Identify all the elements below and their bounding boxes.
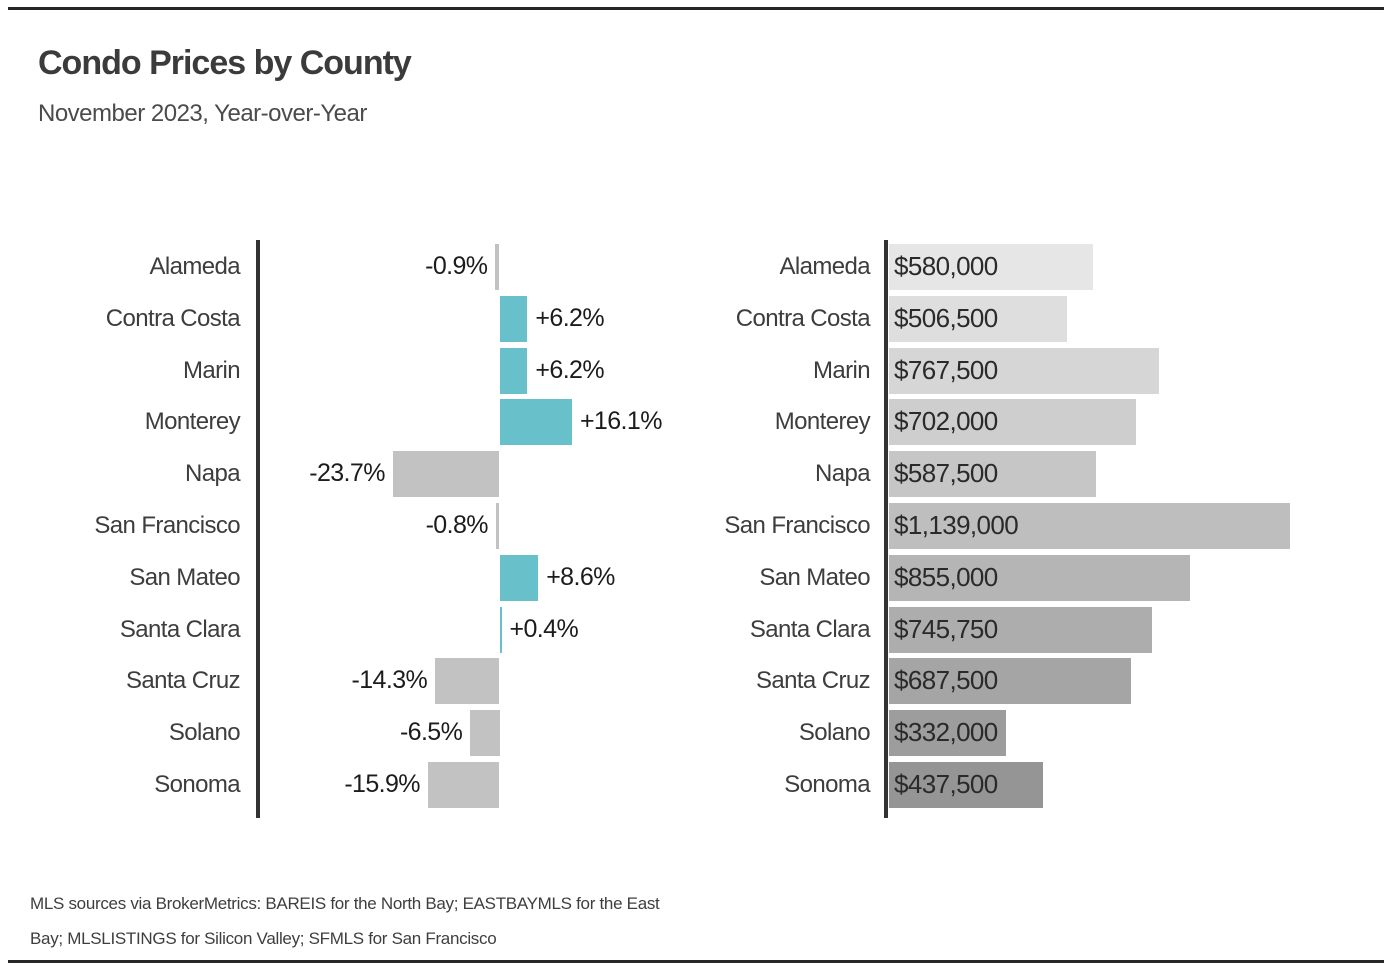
pct-bar-positive: [499, 347, 528, 394]
price-bar: [889, 244, 1094, 290]
pct-bar-negative: [427, 762, 500, 808]
price-bar: [889, 399, 1137, 446]
price-county-label: Solano: [798, 719, 871, 747]
price-value-label: $580,000: [894, 251, 998, 281]
pct-county-label: Solano: [168, 719, 241, 747]
price-county-label: Napa: [815, 460, 871, 488]
price-bar: [889, 710, 1006, 757]
pct-value-label: -0.8%: [425, 511, 489, 539]
pct-county-label: Santa Cruz: [125, 667, 241, 695]
pct-county-label: San Francisco: [94, 512, 240, 539]
pct-bar-positive: [499, 399, 572, 446]
price-county-label: Santa Cruz: [755, 667, 871, 695]
pct-value-label: +6.2%: [535, 303, 604, 332]
price-county-label: Contra Costa: [735, 304, 871, 332]
source-note-line1: MLS sources via BrokerMetrics: BAREIS fo…: [30, 894, 660, 913]
pct-county-label: San Mateo: [129, 563, 240, 591]
price-value-label: $1,139,000: [894, 510, 1019, 540]
pct-county-label: Monterey: [144, 408, 241, 436]
pct-value-label: -14.3%: [351, 666, 428, 695]
price-bar: [889, 295, 1068, 342]
pct-bar-positive: [499, 554, 539, 601]
pct-bar-negative: [435, 658, 500, 705]
price-bar: [889, 658, 1132, 705]
pct-bar-positive: [499, 295, 528, 342]
pct-value-label: +0.4%: [509, 614, 579, 643]
price-county-label: Sonoma: [784, 771, 870, 798]
pct-bar-negative: [470, 710, 500, 757]
bottom-rule: [8, 960, 1384, 963]
pct-county-label: Marin: [182, 356, 241, 384]
pct-county-label: Contra Costa: [105, 304, 241, 332]
pct-chart-axis: [256, 240, 260, 818]
price-value-label: $506,500: [894, 302, 998, 333]
price-county-label: San Francisco: [724, 512, 870, 539]
pct-value-label: +8.6%: [546, 562, 615, 591]
pct-bar-negative: [495, 244, 500, 290]
pct-county-label: Santa Clara: [119, 615, 241, 643]
price-value-label: $687,500: [894, 665, 998, 696]
pct-county-label: Sonoma: [154, 771, 240, 798]
pct-county-label: Alameda: [149, 253, 240, 280]
pct-value-label: -15.9%: [344, 770, 420, 798]
pct-value-label: +16.1%: [579, 407, 662, 436]
page-title: Condo Prices by County: [38, 44, 412, 82]
pct-value-label: +6.2%: [535, 355, 604, 384]
pct-bar-positive: [499, 606, 502, 653]
price-value-label: $745,750: [894, 613, 998, 644]
price-bar: [889, 554, 1190, 601]
price-value-label: $437,500: [894, 769, 998, 799]
price-bar: [889, 606, 1152, 653]
top-rule: [8, 7, 1384, 10]
price-value-label: $767,500: [894, 354, 998, 385]
page-subtitle: November 2023, Year-over-Year: [38, 100, 367, 127]
price-bar: [889, 762, 1044, 808]
price-county-label: Alameda: [779, 253, 870, 280]
pct-value-label: -23.7%: [309, 459, 385, 488]
price-value-label: $587,500: [894, 458, 998, 489]
pct-bar-negative: [392, 451, 500, 498]
price-bar: [889, 503, 1290, 549]
price-bar: [889, 451, 1096, 498]
price-county-label: Monterey: [774, 408, 871, 436]
source-note-line2: Bay; MLSLISTINGS for Silicon Valley; SFM…: [30, 929, 497, 948]
pct-county-label: Napa: [185, 460, 241, 488]
price-value-label: $332,000: [894, 717, 998, 748]
price-value-label: $702,000: [894, 406, 998, 437]
pct-value-label: -0.9%: [425, 252, 488, 280]
pct-bar-negative: [495, 503, 500, 549]
price-county-label: Santa Clara: [749, 615, 871, 643]
pct-value-label: -6.5%: [399, 718, 463, 747]
price-bar: [889, 347, 1160, 394]
price-county-label: Marin: [812, 356, 871, 384]
price-chart-axis: [884, 240, 888, 818]
price-county-label: San Mateo: [759, 563, 870, 591]
price-value-label: $855,000: [894, 561, 998, 592]
